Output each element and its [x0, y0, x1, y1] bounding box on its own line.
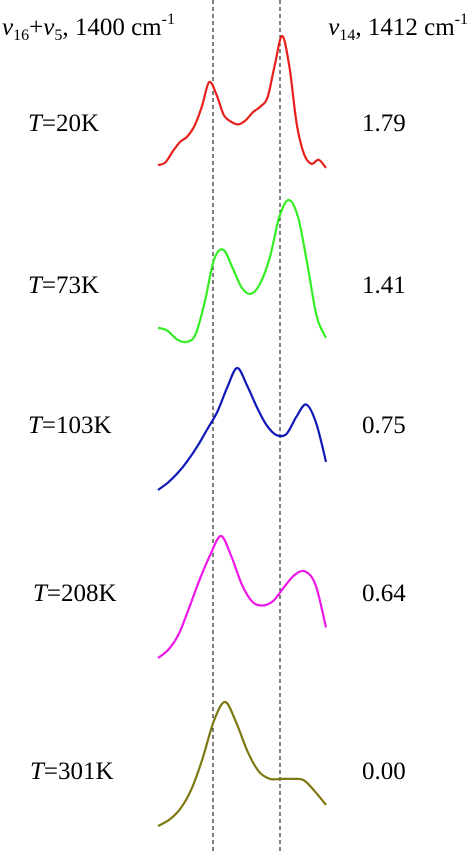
nu-symbol: ν — [328, 14, 340, 41]
nu-symbol: ν — [43, 14, 55, 41]
temperature-value: =301K — [43, 758, 114, 785]
temperature-label: T=20K — [28, 109, 99, 139]
header-right-label: ν14, 1412 cm-1 — [328, 4, 468, 52]
spectrum-curve-5 — [157, 700, 327, 827]
intensity-ratio-label: 1.79 — [362, 110, 406, 137]
intensity-ratio-label: 0.64 — [362, 580, 406, 607]
temperature-label: T=73K — [28, 271, 99, 301]
nu-symbol: ν — [2, 14, 14, 41]
spectrum-curve-2 — [157, 198, 328, 344]
temperature-symbol: T — [33, 580, 47, 607]
temperature-label: T=301K — [30, 757, 114, 787]
temperature-value: =73K — [41, 272, 100, 299]
temperature-value: =208K — [46, 580, 117, 607]
temperature-label: T=208K — [33, 579, 117, 609]
spectrum-curve-4 — [157, 534, 328, 659]
superscript: -1 — [161, 11, 175, 28]
wavenumber-text: , 1400 cm — [62, 14, 162, 41]
temperature-symbol: T — [28, 110, 42, 137]
intensity-ratio-label: 0.75 — [362, 412, 406, 439]
temperature-symbol: T — [30, 758, 44, 785]
plus-sign: + — [29, 14, 44, 41]
wavenumber-text: , 1412 cm — [355, 14, 455, 41]
temperature-symbol: T — [28, 272, 42, 299]
temperature-symbol: T — [28, 412, 42, 439]
spectrum-curve-1 — [157, 34, 327, 169]
subscript: 16 — [13, 27, 30, 44]
temperature-value: =20K — [41, 110, 100, 137]
intensity-ratio-label: 0.00 — [362, 758, 406, 785]
spectrum-curve-3 — [157, 366, 328, 491]
superscript: -1 — [454, 11, 468, 28]
intensity-ratio-label: 1.41 — [362, 272, 406, 299]
subscript: 14 — [339, 27, 356, 44]
temperature-value: =103K — [41, 412, 112, 439]
temperature-label: T=103K — [28, 411, 112, 441]
subscript: 5 — [54, 27, 63, 44]
header-left-label: ν16+ν5, 1400 cm-1 — [2, 4, 175, 52]
spectra-curves — [157, 34, 328, 827]
